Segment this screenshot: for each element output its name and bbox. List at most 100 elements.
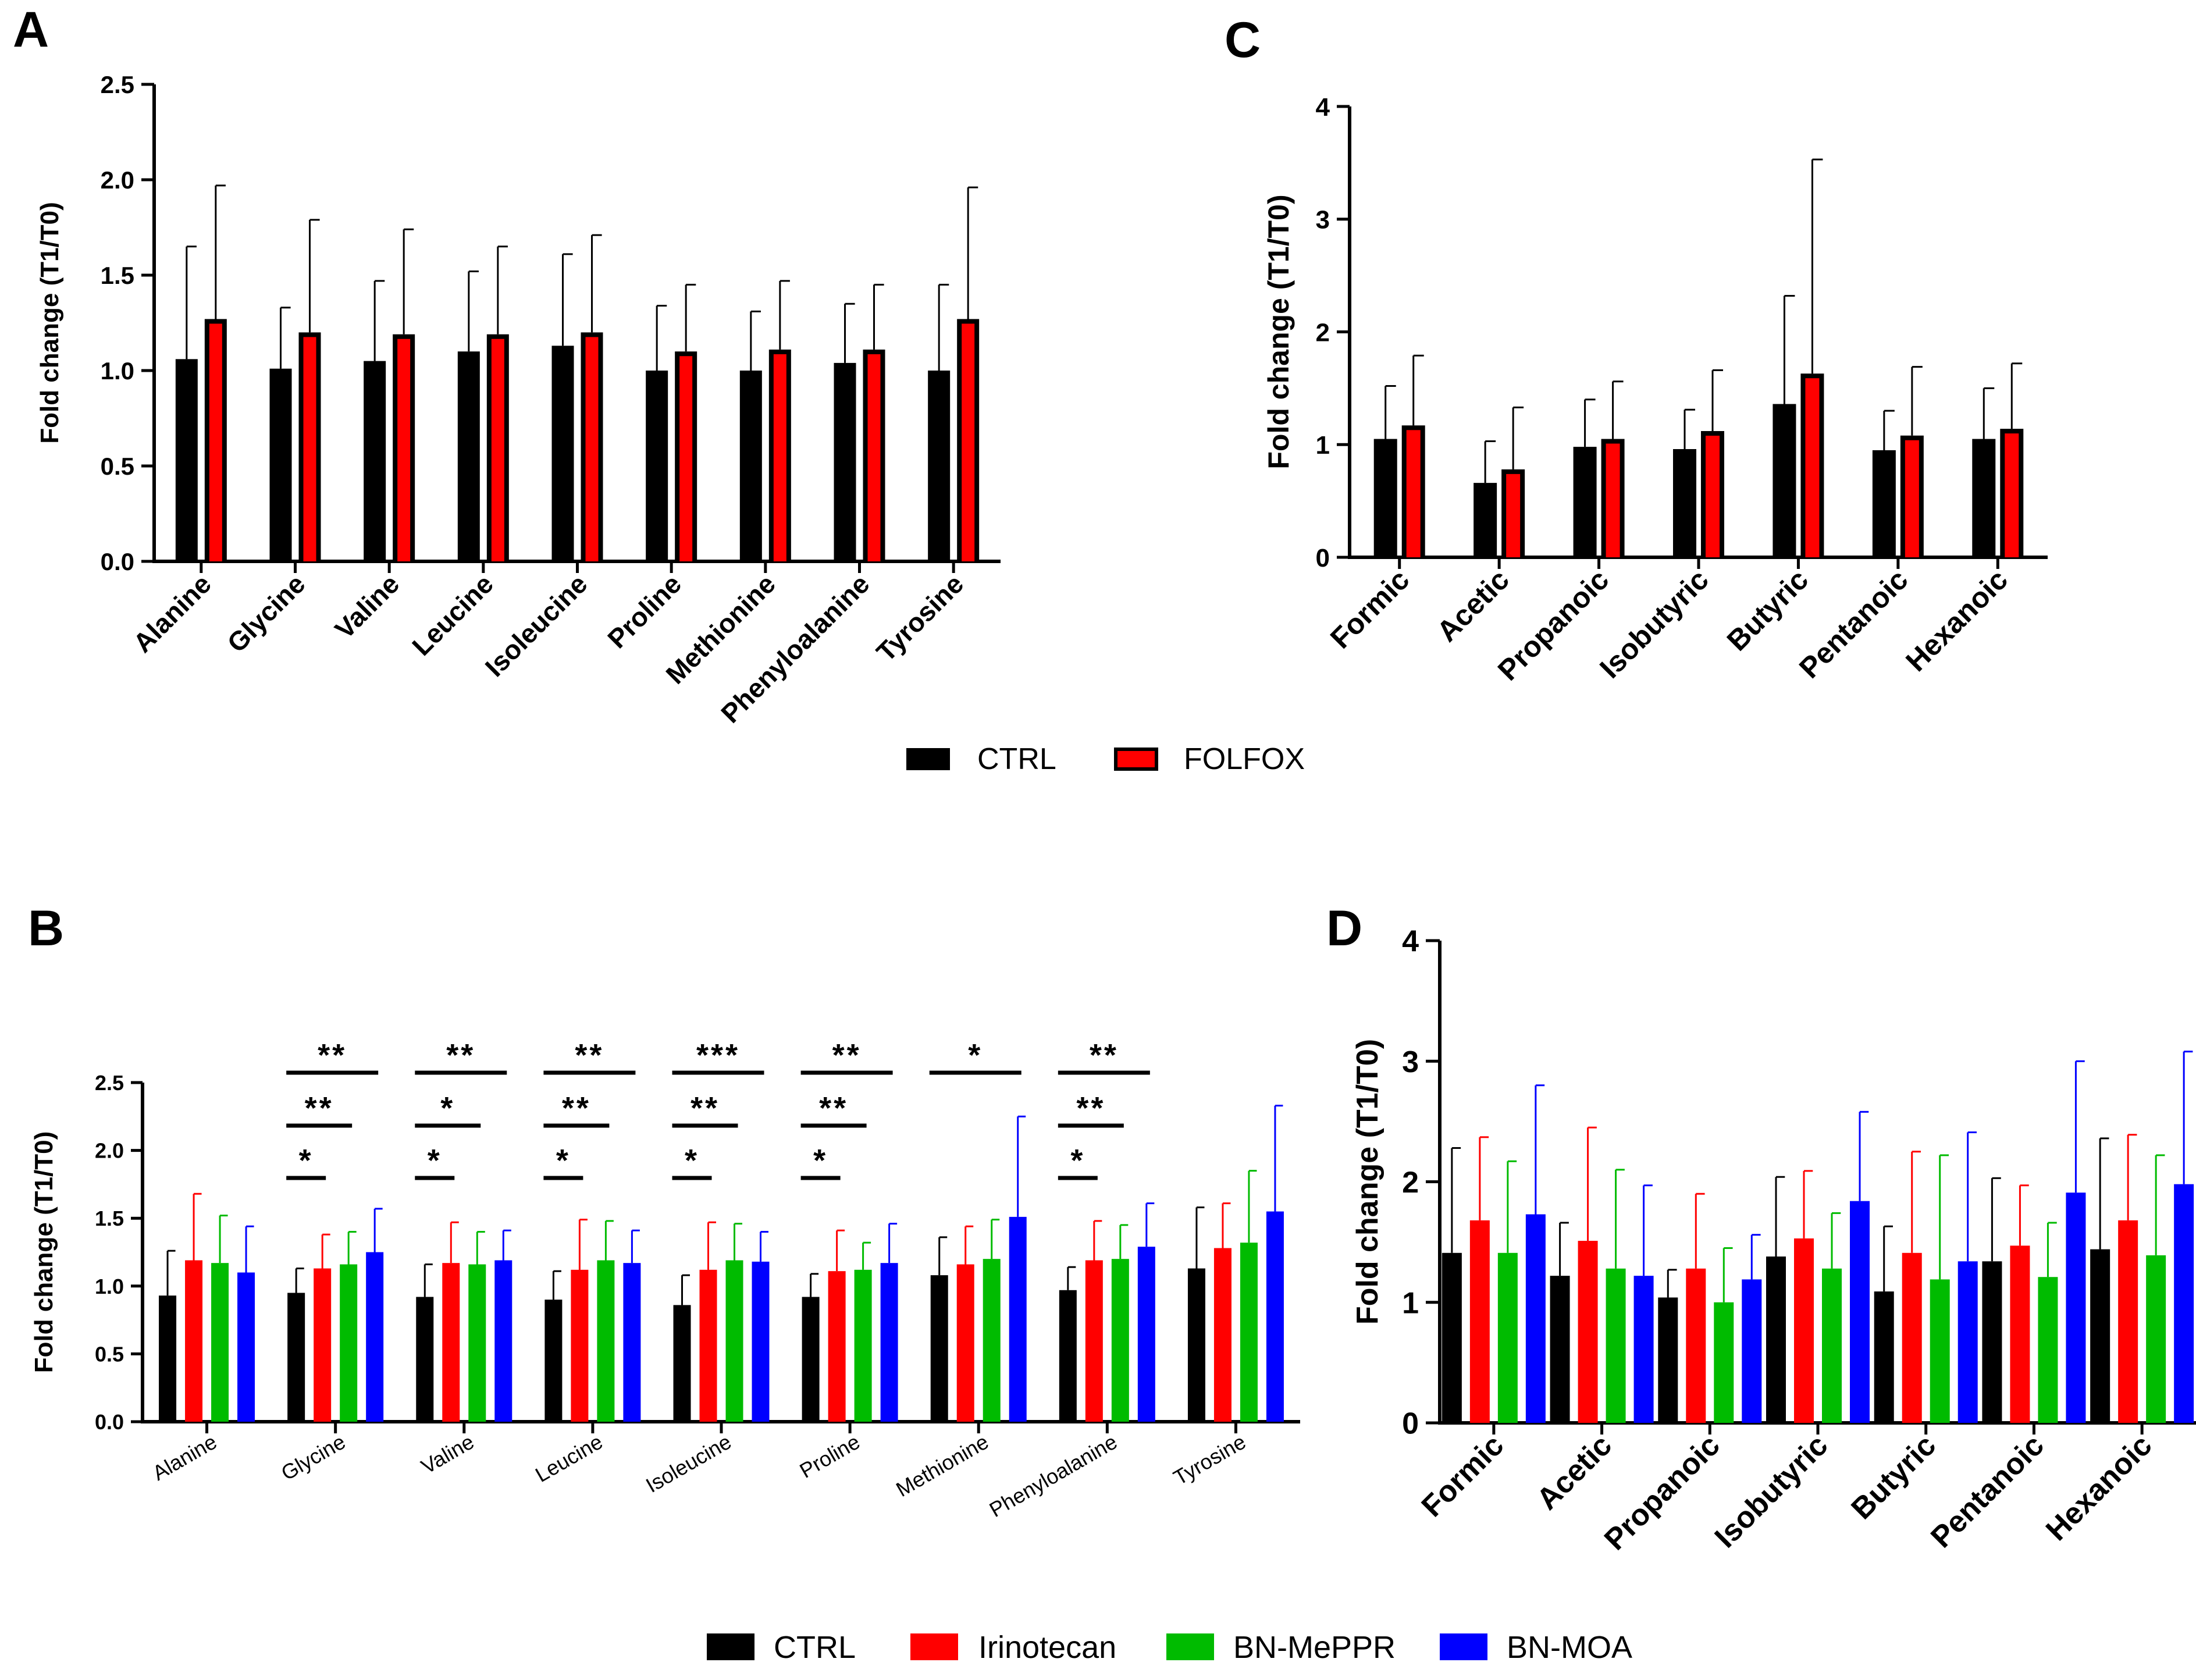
bar-bn-moa-valine — [494, 1260, 512, 1422]
chart-b: 0.0 0.5 1.0 1.5 2.0 2.5 Fold change (T1/T0) Ala… — [30, 1038, 1300, 1522]
x-tick-label-acetic: Acetic — [1531, 1428, 1618, 1516]
legend-label-ctrl: CTRL — [774, 1630, 856, 1665]
significance-stars: * — [299, 1143, 314, 1178]
bar-irinotecan-isobutyric — [1794, 1238, 1814, 1423]
y-tick-label: 0.0 — [101, 548, 134, 575]
y-tick-label: 0 — [1316, 544, 1330, 572]
bar-ctrl-tyrosine — [1187, 1268, 1205, 1422]
legend-swatch-ctrl — [707, 1633, 754, 1660]
x-tick-label-methionine: Methionine — [892, 1429, 992, 1501]
y-axis-label: Fold change (T1/T0) — [30, 1131, 58, 1373]
bar-bn-moa-isobutyric — [1850, 1201, 1870, 1423]
x-tick-label-propanoic: Propanoic — [1598, 1428, 1727, 1557]
legend-label-bn-moa: BN-MOA — [1507, 1630, 1632, 1665]
x-tick-label-proline: Proline — [602, 568, 687, 654]
x-tick-label-tyrosine: Tyrosine — [1169, 1429, 1250, 1490]
bar-bn-moa-glycine — [366, 1252, 384, 1422]
legend-swatch-folfox — [1114, 748, 1158, 771]
y-tick-label: 4 — [1316, 93, 1330, 122]
x-tick-label-isoleucine: Isoleucine — [479, 568, 593, 682]
bar-bn-meppr-methionine — [983, 1259, 1001, 1422]
bar-bn-moa-methionine — [1009, 1216, 1027, 1422]
bar-bn-meppr-acetic — [1606, 1268, 1626, 1423]
significance-stars: * — [1070, 1143, 1085, 1178]
bar-bn-moa-isoleucine — [752, 1261, 770, 1422]
bar-ctrl-proline — [802, 1297, 820, 1422]
legend-bottom: CTRL Irinotecan BN-MePPR BN-MOA — [707, 1630, 1632, 1665]
bar-ctrl-alanine — [159, 1295, 177, 1422]
bar-irinotecan-tyrosine — [1213, 1248, 1232, 1422]
bar-ctrl-isobutyric — [1673, 449, 1696, 557]
bar-bn-meppr-valine — [468, 1264, 486, 1422]
bar-ctrl-glycine — [287, 1293, 305, 1422]
x-tick-label-pentanoic: Pentanoic — [1924, 1428, 2051, 1554]
legend-swatch-bn-moa — [1440, 1633, 1487, 1660]
significance-stars: * — [813, 1143, 828, 1178]
bar-folfox-pentanoic — [1905, 440, 1919, 557]
y-tick-label: 2.0 — [101, 166, 134, 194]
significance-stars: ** — [562, 1091, 591, 1126]
bar-ctrl-valine — [364, 361, 386, 561]
significance-stars: ** — [305, 1091, 334, 1126]
bar-bn-meppr-isoleucine — [725, 1260, 743, 1422]
bar-bn-meppr-formic — [1497, 1252, 1518, 1423]
y-axis-label: Fold change (T1/T0) — [1262, 194, 1295, 469]
y-tick-label: 2 — [1316, 318, 1330, 347]
significance-stars: ** — [575, 1038, 604, 1073]
legend-label-ctrl: CTRL — [977, 742, 1056, 776]
bar-bn-meppr-proline — [854, 1269, 872, 1422]
x-tick-label-hexanoic: Hexanoic — [1899, 563, 2014, 678]
bar-bn-meppr-alanine — [211, 1263, 229, 1422]
x-tick-label-pentanoic: Pentanoic — [1793, 563, 1914, 685]
bar-irinotecan-butyric — [1902, 1252, 1922, 1423]
bar-irinotecan-phenyloalanine — [1085, 1260, 1103, 1422]
y-tick-label: 1 — [1316, 431, 1330, 460]
significance-stars: ** — [1076, 1091, 1105, 1126]
significance-stars: * — [685, 1143, 699, 1178]
bar-ctrl-glycine — [269, 368, 292, 561]
legend-label-bn-meppr: BN-MePPR — [1233, 1630, 1396, 1665]
x-tick-label-isoleucine: Isoleucine — [642, 1429, 735, 1497]
significance-stars: ** — [318, 1038, 347, 1073]
panel-label-b: B — [28, 900, 64, 956]
bar-ctrl-hexanoic — [2090, 1249, 2110, 1423]
y-tick-label: 3 — [1402, 1045, 1419, 1079]
significance-stars: ** — [819, 1091, 848, 1126]
y-axis-label: Fold change (T1/T0) — [35, 202, 64, 444]
y-tick-label: 2.5 — [95, 1071, 124, 1095]
y-tick-label: 0.0 — [95, 1410, 124, 1434]
y-tick-label: 2.0 — [95, 1139, 124, 1163]
significance-stars: ** — [1090, 1038, 1119, 1073]
bar-folfox-isobutyric — [1706, 436, 1720, 557]
bar-irinotecan-methionine — [956, 1264, 974, 1422]
y-axis-label: Fold change (T1/T0) — [1351, 1039, 1384, 1325]
bar-irinotecan-pentanoic — [2010, 1245, 2030, 1423]
x-tick-label-butyric: Butyric — [1845, 1428, 1943, 1526]
bar-bn-meppr-hexanoic — [2146, 1255, 2166, 1423]
bar-folfox-glycine — [303, 337, 316, 561]
bar-irinotecan-glycine — [314, 1268, 332, 1422]
x-tick-label-valine: Valine — [329, 568, 405, 645]
bar-ctrl-valine — [416, 1297, 434, 1422]
legend-swatch-ctrl — [906, 748, 950, 770]
y-tick-label: 2 — [1402, 1166, 1419, 1200]
x-tick-label-proline: Proline — [796, 1429, 864, 1483]
significance-stars: ** — [832, 1038, 862, 1073]
bar-bn-moa-hexanoic — [2174, 1184, 2194, 1423]
bar-irinotecan-hexanoic — [2118, 1220, 2138, 1423]
bar-ctrl-formic — [1373, 439, 1397, 557]
bar-bn-moa-acetic — [1633, 1276, 1654, 1423]
x-tick-label-valine: Valine — [417, 1429, 478, 1478]
x-tick-label-isobutyric: Isobutyric — [1709, 1428, 1835, 1554]
bar-ctrl-isoleucine — [673, 1305, 691, 1422]
bar-folfox-tyrosine — [962, 323, 975, 561]
bar-bn-moa-leucine — [623, 1263, 641, 1422]
x-tick-label-alanine: Alanine — [148, 1429, 221, 1485]
x-tick-label-hexanoic: Hexanoic — [2040, 1428, 2159, 1547]
bar-irinotecan-propanoic — [1686, 1268, 1706, 1423]
chart-d: 0 1 2 3 4 Fold change (T1/T0) Formic AceticProp… — [1351, 925, 2196, 1557]
significance-stars: * — [556, 1143, 571, 1178]
y-tick-label: 1.5 — [95, 1206, 124, 1230]
